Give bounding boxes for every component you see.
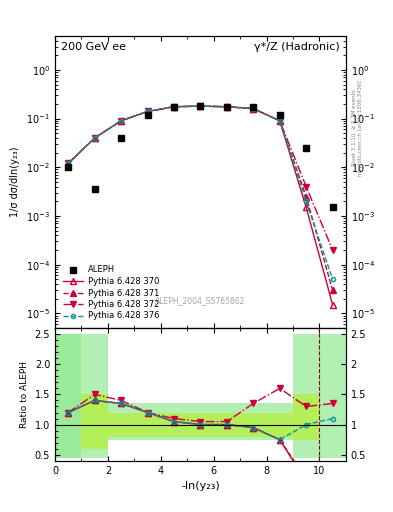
Pythia 6.428 372 (330, 247, 335, 253)
Pythia 6.428 370 (172, 103, 176, 110)
Line: Pythia 6.428 372: Pythia 6.428 372 (66, 103, 335, 253)
Pythia 6.428 372 (145, 109, 150, 115)
Pythia 6.428 372 (172, 103, 176, 110)
ALEPH (277, 112, 282, 118)
Pythia 6.428 371 (92, 135, 97, 141)
Pythia 6.428 376 (66, 160, 71, 166)
ALEPH (330, 204, 335, 210)
Pythia 6.428 370 (119, 118, 123, 124)
Text: γ*/Z (Hadronic): γ*/Z (Hadronic) (254, 41, 340, 52)
Pythia 6.428 370 (251, 105, 256, 112)
Text: ALEPH_2004_S5765862: ALEPH_2004_S5765862 (155, 295, 246, 305)
ALEPH (172, 104, 176, 111)
Pythia 6.428 371 (251, 105, 256, 112)
ALEPH (119, 135, 123, 141)
Pythia 6.428 370 (92, 135, 97, 141)
ALEPH (92, 186, 97, 193)
Pythia 6.428 370 (198, 103, 203, 109)
Line: ALEPH: ALEPH (66, 103, 335, 210)
Text: mcplots.cern.ch [arXiv:1306.3436]: mcplots.cern.ch [arXiv:1306.3436] (358, 80, 363, 176)
Pythia 6.428 371 (198, 103, 203, 109)
Y-axis label: 1/σ dσ/dln(y₂₃): 1/σ dσ/dln(y₂₃) (10, 146, 20, 217)
Pythia 6.428 376 (330, 276, 335, 283)
Line: Pythia 6.428 371: Pythia 6.428 371 (66, 103, 335, 293)
Pythia 6.428 372 (198, 103, 203, 109)
Text: Rivet 3.1.10, ≥ 2.7M events: Rivet 3.1.10, ≥ 2.7M events (352, 90, 357, 166)
Line: Pythia 6.428 370: Pythia 6.428 370 (66, 103, 335, 308)
Pythia 6.428 371 (119, 118, 123, 124)
Pythia 6.428 371 (277, 118, 282, 124)
Pythia 6.428 370 (145, 109, 150, 115)
Pythia 6.428 371 (330, 287, 335, 293)
Pythia 6.428 376 (304, 198, 309, 204)
Text: 200 GeV ee: 200 GeV ee (61, 41, 126, 52)
Pythia 6.428 372 (224, 103, 229, 110)
Pythia 6.428 371 (224, 103, 229, 110)
ALEPH (304, 145, 309, 151)
Pythia 6.428 376 (198, 103, 203, 109)
Pythia 6.428 371 (172, 103, 176, 110)
Line: Pythia 6.428 376: Pythia 6.428 376 (66, 104, 335, 282)
Pythia 6.428 370 (277, 118, 282, 124)
Pythia 6.428 372 (304, 184, 309, 190)
Pythia 6.428 371 (145, 109, 150, 115)
Pythia 6.428 370 (66, 160, 71, 166)
Pythia 6.428 376 (251, 105, 256, 112)
Pythia 6.428 376 (277, 118, 282, 124)
ALEPH (224, 103, 229, 110)
Pythia 6.428 371 (304, 194, 309, 200)
Pythia 6.428 372 (92, 135, 97, 141)
Pythia 6.428 376 (172, 103, 176, 110)
X-axis label: -ln(y₂₃): -ln(y₂₃) (181, 481, 220, 491)
Y-axis label: Ratio to ALEPH: Ratio to ALEPH (20, 361, 29, 428)
Pythia 6.428 376 (145, 109, 150, 115)
Legend: ALEPH, Pythia 6.428 370, Pythia 6.428 371, Pythia 6.428 372, Pythia 6.428 376: ALEPH, Pythia 6.428 370, Pythia 6.428 37… (59, 262, 162, 324)
ALEPH (145, 112, 150, 118)
Pythia 6.428 372 (66, 160, 71, 166)
ALEPH (198, 103, 203, 109)
ALEPH (251, 104, 256, 111)
Pythia 6.428 370 (330, 302, 335, 308)
Pythia 6.428 370 (224, 103, 229, 110)
Pythia 6.428 376 (92, 135, 97, 141)
Pythia 6.428 371 (66, 160, 71, 166)
ALEPH (66, 164, 71, 170)
Pythia 6.428 376 (224, 103, 229, 110)
Pythia 6.428 372 (251, 105, 256, 112)
Pythia 6.428 372 (119, 118, 123, 124)
Pythia 6.428 376 (119, 118, 123, 124)
Pythia 6.428 372 (277, 118, 282, 124)
Pythia 6.428 370 (304, 204, 309, 210)
